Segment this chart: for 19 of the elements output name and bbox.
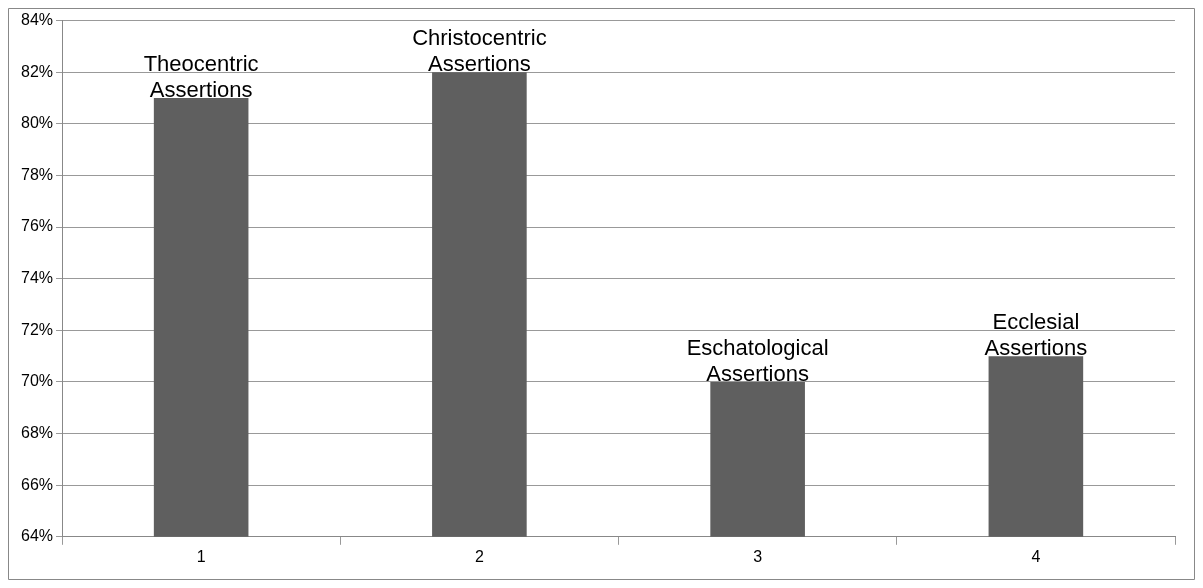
y-tick-label: 74%	[20, 269, 54, 287]
y-tick-label: 72%	[20, 320, 54, 338]
x-tick-label: 2	[474, 547, 484, 565]
annotation: Theocentric Assertions	[143, 51, 259, 103]
annotation: Ecclesial Assertions	[984, 309, 1088, 361]
x-tick-label: 3	[753, 547, 763, 565]
y-tick-label: 64%	[20, 527, 54, 545]
annotation: Christocentric Assertions	[412, 25, 547, 77]
x-tick-label: 1	[196, 547, 206, 565]
y-tick-label: 78%	[20, 165, 54, 183]
y-tick-label: 84%	[20, 11, 54, 29]
x-tick-label: 4	[1031, 547, 1041, 565]
y-tick-label: 66%	[20, 475, 54, 493]
y-tick-label: 76%	[20, 217, 54, 235]
y-tick-label: 68%	[20, 423, 54, 441]
y-tick-label: 70%	[20, 372, 54, 390]
annotation: Eschatological Assertions	[686, 335, 829, 386]
y-tick-label: 80%	[20, 114, 54, 132]
y-tick-label: 82%	[20, 62, 54, 80]
